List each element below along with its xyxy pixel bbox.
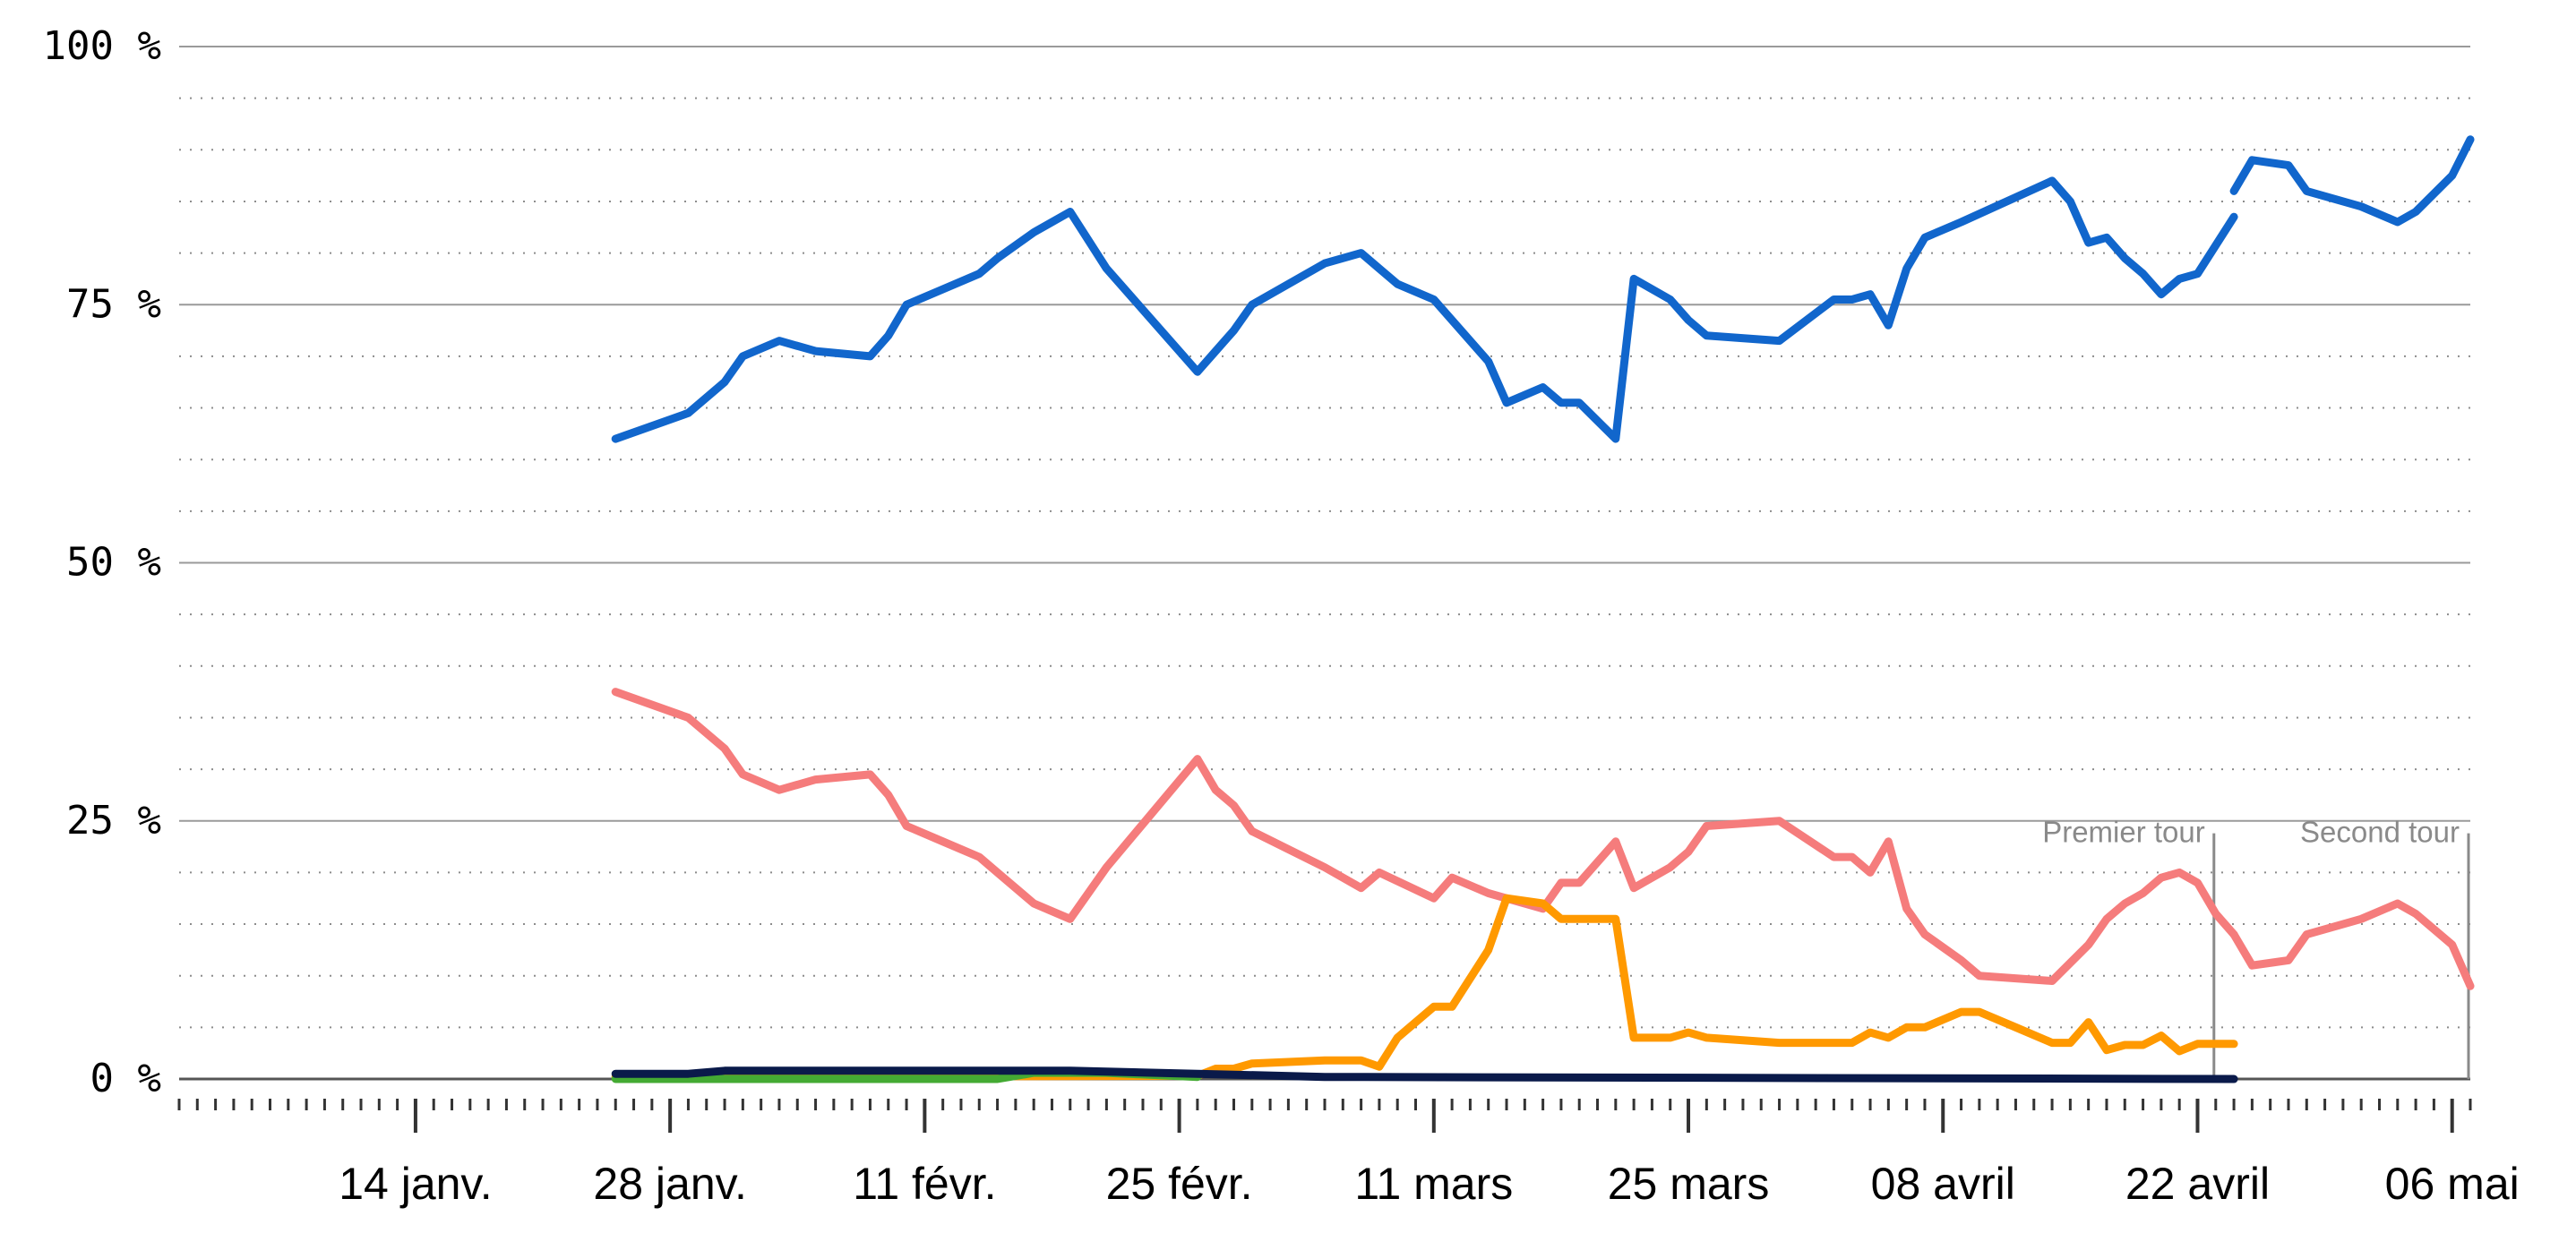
series-2-line (611, 894, 2238, 1082)
series-4-line (611, 1066, 2238, 1083)
x-tick-label: 11 mars (1354, 1159, 1513, 1209)
series-0-line (2229, 135, 2475, 227)
x-tick-label: 28 janv. (593, 1159, 746, 1209)
series-1-line (2229, 899, 2475, 990)
y-tick-label: 25 % (66, 798, 161, 843)
x-tick-label: 22 avril (2125, 1159, 2270, 1209)
y-axis-labels: 0 % 25 % 50 % 75 % 100 % (43, 23, 161, 1101)
x-axis-labels: 14 janv. 28 janv. 11 févr. 25 févr. 11 mars 2… (339, 1159, 2520, 1209)
series-lines (611, 135, 2475, 1083)
y-tick-label: 100 % (43, 23, 161, 69)
x-tick-label: 14 janv. (339, 1159, 492, 1209)
x-tick-label: 11 févr. (853, 1159, 996, 1209)
y-tick-label: 75 % (66, 281, 161, 327)
x-tick-label: 06 mai (2385, 1159, 2520, 1209)
x-tick-label: 25 févr. (1106, 1159, 1253, 1209)
series-0-line (611, 176, 2238, 443)
round-label: Second tour (2300, 816, 2460, 849)
round-label: Premier tour (2042, 816, 2205, 849)
round-annotations: Premier tour Second tour (2042, 816, 2470, 1079)
gridlines (179, 46, 2470, 1029)
y-tick-label: 50 % (66, 540, 161, 586)
y-tick-label: 0 % (90, 1056, 161, 1101)
x-tick-label: 08 avril (1871, 1159, 2015, 1209)
series-1-line (611, 688, 2238, 985)
x-tick-label: 25 mars (1608, 1159, 1770, 1209)
x-axis (177, 1077, 2472, 1133)
